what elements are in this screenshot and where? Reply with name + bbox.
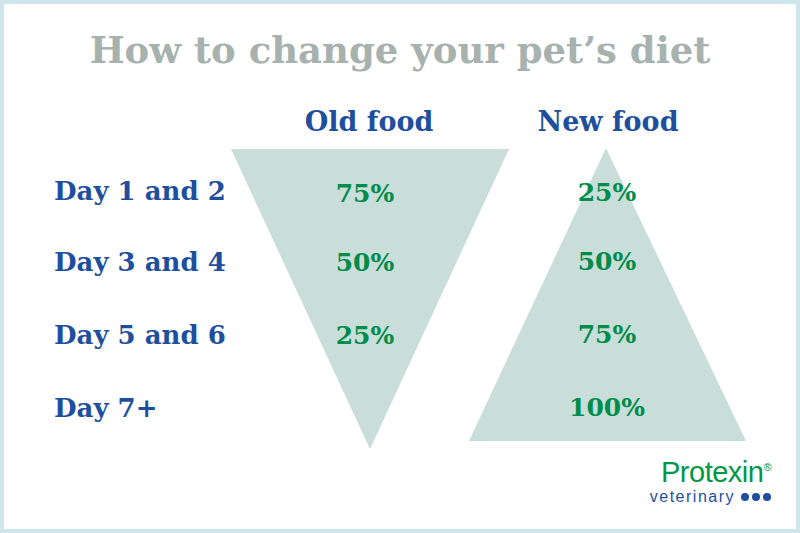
column-header-new-food: New food (537, 106, 678, 137)
new-food-pct-day1-2: 25% (578, 178, 637, 207)
protexin-logo-subline: veterinary (650, 488, 771, 506)
protexin-logo-veterinary-text: veterinary (650, 488, 735, 506)
logo-dot-icon (763, 493, 771, 501)
old-food-pct-day5-6: 25% (336, 321, 395, 350)
protexin-logo-name: Protexin (661, 456, 763, 488)
old-food-pct-day1-2: 75% (336, 179, 395, 208)
new-food-pct-day5-6: 75% (578, 320, 637, 349)
new-food-pct-day3-4: 50% (578, 247, 637, 276)
day-label-5-6: Day 5 and 6 (54, 320, 226, 350)
column-header-old-food: Old food (305, 106, 434, 137)
infographic-frame: How to change your pet’s diet Old food N… (0, 0, 800, 533)
logo-dots-icon (741, 493, 771, 501)
day-label-1-2: Day 1 and 2 (54, 176, 226, 206)
protexin-logo: Protexin® veterinary (650, 457, 771, 506)
day-label-7plus: Day 7+ (54, 393, 157, 423)
protexin-logo-wordmark: Protexin® (650, 457, 771, 487)
logo-dot-icon (752, 493, 760, 501)
logo-dot-icon (741, 493, 749, 501)
old-food-pct-day3-4: 50% (336, 248, 395, 277)
day-label-3-4: Day 3 and 4 (54, 247, 226, 277)
registered-trademark-symbol: ® (763, 461, 771, 473)
new-food-pct-day7: 100% (569, 393, 645, 422)
